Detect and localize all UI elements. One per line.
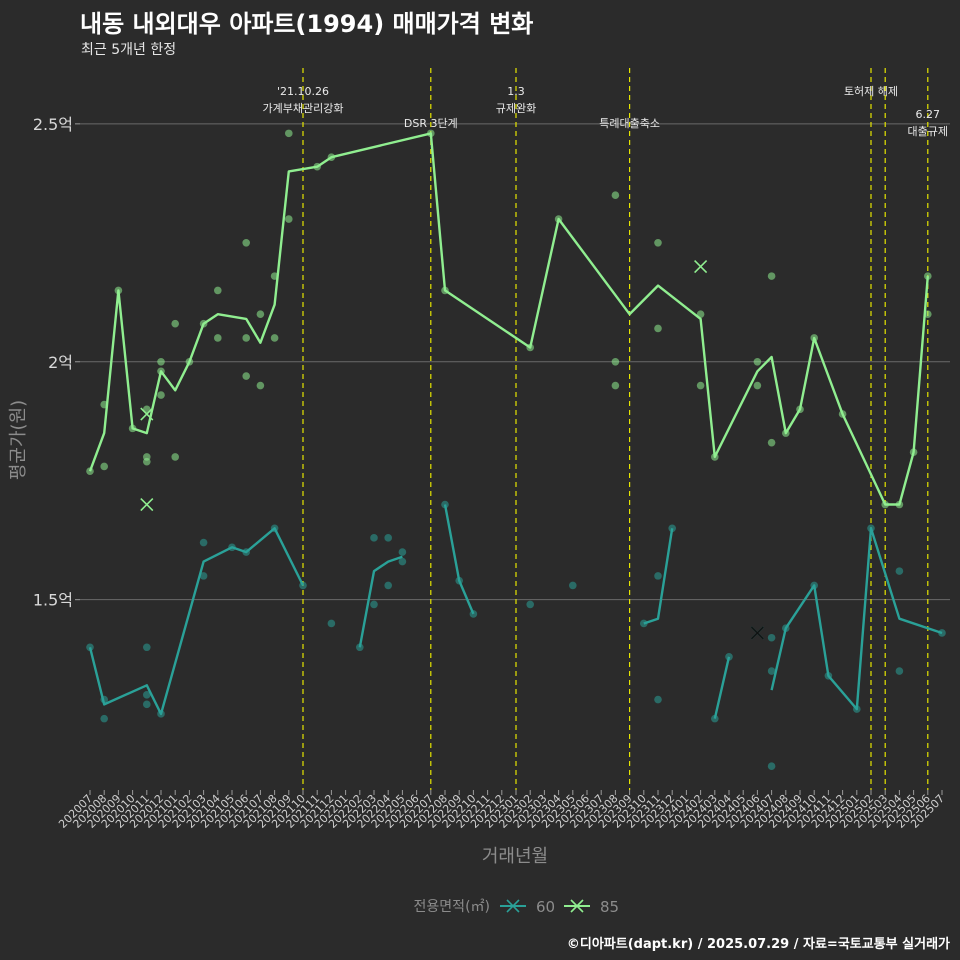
series-line [713, 656, 731, 719]
data-point [384, 581, 393, 590]
data-point [611, 357, 620, 366]
legend-label: 85 [600, 898, 619, 916]
y-tick-label: 1.5억 [33, 591, 73, 610]
event-label: 규제완화 [496, 102, 536, 115]
data-point [100, 714, 108, 723]
event-label: '21.10.26 [277, 85, 329, 98]
data-point [100, 462, 108, 471]
data-point [370, 600, 378, 609]
y-axis-title: 평균가(원) [8, 400, 29, 480]
data-point [654, 324, 662, 333]
data-point [611, 191, 620, 200]
data-point [725, 652, 733, 661]
event-label: DSR 3단계 [404, 117, 458, 130]
data-point [327, 619, 336, 628]
series-60 [86, 500, 946, 771]
legend-key-marker [506, 899, 520, 913]
event-label: 토허제 해제 [844, 84, 898, 98]
data-point [611, 381, 620, 390]
y-tick-label: 2.5억 [33, 115, 73, 134]
data-point [654, 572, 662, 580]
chart-subtitle: 최근 5개년 한정 [81, 42, 177, 58]
data-point [711, 714, 719, 723]
series-line [770, 527, 943, 711]
data-point [767, 272, 776, 280]
legend-label: 60 [536, 898, 555, 916]
legend-key-marker [570, 899, 584, 913]
data-point [171, 453, 179, 461]
x-axis-title: 거래년월 [482, 846, 548, 867]
data-point [143, 643, 151, 652]
data-point [753, 357, 762, 366]
data-point [143, 691, 151, 699]
cross-marker [694, 260, 708, 274]
data-point [753, 381, 762, 390]
series-line [443, 504, 475, 615]
event-label: 1.3 [507, 85, 525, 98]
cross-marker [140, 407, 154, 421]
data-point [199, 572, 208, 580]
data-point [242, 334, 250, 342]
data-point [370, 534, 378, 542]
data-point [285, 129, 293, 138]
data-point [398, 548, 407, 556]
source-caption: ©디아파트(dapt.kr) / 2025.07.29 / 자료=국토교통부 실… [566, 937, 950, 952]
data-point [214, 286, 222, 295]
series-line [88, 132, 929, 506]
data-point [214, 334, 222, 342]
data-point [767, 762, 776, 771]
series-85 [86, 129, 932, 512]
data-point [256, 310, 265, 318]
data-point [285, 215, 293, 223]
cross-marker [140, 497, 154, 512]
data-point [767, 633, 776, 642]
data-point [654, 239, 662, 247]
data-point [654, 695, 662, 704]
data-point [767, 438, 776, 447]
data-point [384, 534, 393, 542]
event-label: 6.27 [916, 108, 941, 121]
legend-title: 전용면적(㎡) [414, 899, 490, 915]
data-point [171, 319, 179, 328]
data-point [157, 391, 165, 399]
data-point [256, 381, 265, 390]
data-point [398, 557, 407, 566]
data-point [143, 457, 151, 466]
cross-marker-dark [750, 626, 764, 640]
data-point [143, 700, 151, 709]
data-point [157, 357, 165, 366]
data-point [270, 334, 279, 342]
event-label: 가계부채관리강화 [263, 102, 344, 115]
chart-title: 내동 내외대우 아파트(1994) 매매가격 변화 [80, 10, 534, 38]
data-point [242, 239, 250, 247]
series-line [358, 555, 403, 648]
data-point [895, 567, 904, 575]
data-point [86, 643, 94, 652]
data-point [569, 581, 577, 590]
series-line [643, 528, 674, 625]
y-tick-label: 2억 [48, 353, 73, 372]
legend: 전용면적(㎡) 60 85 [414, 898, 620, 916]
data-point [199, 538, 208, 547]
series-line [88, 527, 305, 716]
data-point [895, 667, 904, 675]
data-point [696, 381, 705, 390]
event-label: 특례대출축소 [599, 117, 660, 130]
data-point [767, 667, 776, 675]
data-point [242, 372, 250, 380]
plot-panel [80, 62, 950, 790]
data-point [526, 600, 534, 609]
event-label: 대출규제 [908, 125, 948, 138]
